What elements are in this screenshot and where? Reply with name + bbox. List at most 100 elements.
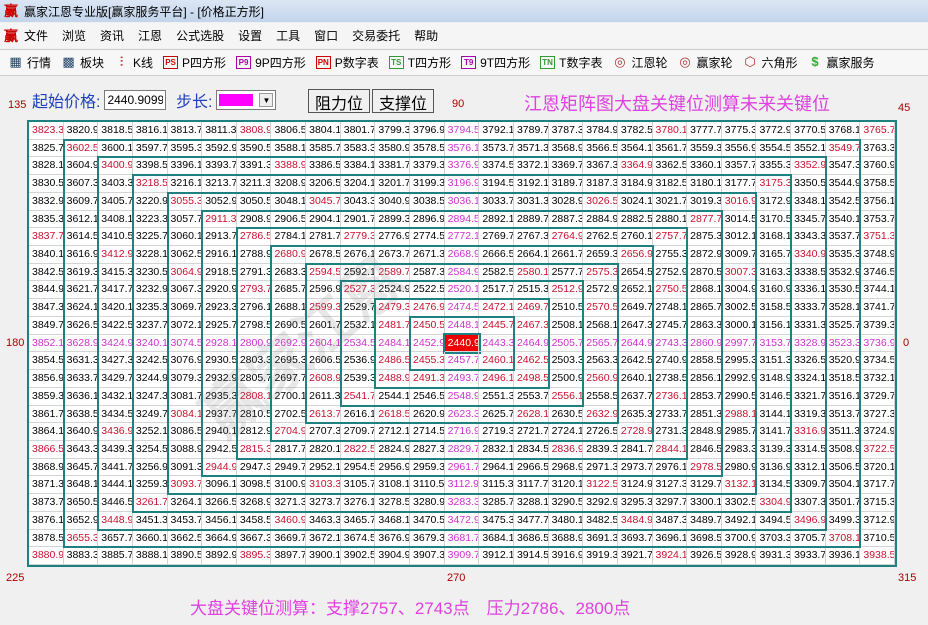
matrix-cell[interactable]: 3724.91: [860, 423, 895, 441]
matrix-cell[interactable]: 3628.91: [63, 334, 99, 353]
matrix-cell[interactable]: 2877.71: [687, 210, 722, 229]
matrix-cell[interactable]: 3765.71: [860, 122, 895, 140]
matrix-cell[interactable]: 3595.31: [167, 139, 203, 158]
matrix-cell[interactable]: 2582.51: [479, 263, 514, 282]
matrix-cell[interactable]: 3559.31: [687, 139, 722, 158]
matrix-cell[interactable]: 2656.91: [617, 246, 653, 264]
matrix-cell[interactable]: 2901.71: [340, 210, 376, 229]
matrix-cell[interactable]: 2666.51: [479, 246, 514, 264]
toolbar-button[interactable]: $ 赢家服务: [808, 54, 874, 71]
matrix-cell[interactable]: 2498.51: [513, 370, 549, 388]
matrix-cell[interactable]: 2772.11: [444, 228, 480, 247]
matrix-cell[interactable]: 2486.51: [375, 352, 411, 371]
matrix-cell[interactable]: 3384.11: [340, 157, 376, 176]
matrix-cell[interactable]: 3501.71: [825, 494, 861, 512]
matrix-cell[interactable]: 3300.11: [687, 494, 722, 512]
matrix-cell[interactable]: 3374.51: [479, 157, 514, 176]
matrix-cell[interactable]: 2714.51: [410, 423, 445, 441]
matrix-cell[interactable]: 3837.71: [29, 228, 64, 247]
matrix-cell[interactable]: 3336.11: [791, 281, 826, 300]
matrix-cell[interactable]: 2913.71: [202, 228, 237, 247]
matrix-cell[interactable]: 3664.91: [202, 529, 237, 548]
matrix-cell[interactable]: 3278.51: [375, 494, 411, 512]
matrix-cell[interactable]: 2954.51: [340, 458, 376, 477]
matrix-cell[interactable]: 3427.31: [98, 352, 133, 371]
matrix-cell[interactable]: 3484.91: [617, 511, 653, 530]
matrix-cell[interactable]: 3573.71: [479, 139, 514, 158]
matrix-cell[interactable]: 2654.51: [617, 263, 653, 282]
matrix-cell[interactable]: 3364.91: [617, 157, 653, 176]
matrix-cell[interactable]: 3036.11: [444, 192, 480, 211]
matrix-cell[interactable]: 3568.91: [548, 139, 584, 158]
matrix-cell[interactable]: 2577.71: [548, 263, 584, 282]
matrix-cell[interactable]: 2724.11: [548, 423, 584, 441]
matrix-cell[interactable]: 3045.71: [306, 192, 341, 211]
matrix-cell[interactable]: 3487.31: [652, 511, 688, 530]
matrix-cell[interactable]: 3369.71: [548, 157, 584, 176]
matrix-cell[interactable]: 3324.11: [791, 370, 826, 388]
matrix-cell[interactable]: 2661.71: [548, 246, 584, 264]
matrix-cell[interactable]: 3516.11: [825, 387, 861, 406]
matrix-cell[interactable]: 3398.51: [132, 157, 168, 176]
matrix-cell[interactable]: 3868.91: [29, 458, 64, 477]
matrix-cell[interactable]: 2827.31: [410, 440, 445, 459]
matrix-cell[interactable]: 3758.51: [860, 175, 895, 193]
matrix-cell[interactable]: 3763.31: [860, 139, 895, 158]
matrix-cell[interactable]: 3024.11: [617, 192, 653, 211]
matrix-cell[interactable]: 2836.91: [548, 440, 584, 459]
matrix-cell[interactable]: 3031.31: [513, 192, 549, 211]
matrix-cell[interactable]: 2832.11: [479, 440, 514, 459]
matrix-cell[interactable]: 2899.31: [375, 210, 411, 229]
matrix-cell[interactable]: 2700.11: [271, 387, 307, 406]
matrix-cell[interactable]: 3021.71: [652, 192, 688, 211]
matrix-cell[interactable]: 2546.51: [410, 387, 445, 406]
matrix-cell[interactable]: 3933.71: [791, 547, 826, 565]
matrix-cell[interactable]: 2716.91: [444, 423, 480, 441]
matrix-cell[interactable]: 3830.51: [29, 175, 64, 193]
matrix-cell[interactable]: 2822.51: [340, 440, 376, 459]
matrix-cell[interactable]: 3489.71: [687, 511, 722, 530]
matrix-cell[interactable]: 3124.91: [617, 476, 653, 495]
matrix-cell[interactable]: 3088.91: [167, 440, 203, 459]
resistance-button[interactable]: 阻力位: [308, 89, 371, 113]
matrix-cell[interactable]: 2884.91: [583, 210, 618, 229]
matrix-cell[interactable]: 2892.11: [479, 210, 514, 229]
matrix-cell[interactable]: 2440.91: [442, 332, 482, 355]
matrix-cell[interactable]: 2733.71: [652, 405, 688, 424]
matrix-cell[interactable]: 3638.51: [63, 405, 99, 424]
matrix-cell[interactable]: 2551.31: [479, 387, 514, 406]
matrix-cell[interactable]: 3566.51: [583, 139, 618, 158]
matrix-cell[interactable]: 3650.51: [63, 494, 99, 512]
matrix-cell[interactable]: 3636.11: [63, 387, 99, 406]
matrix-cell[interactable]: 3561.71: [652, 139, 688, 158]
matrix-cell[interactable]: 3283.31: [444, 494, 480, 512]
matrix-cell[interactable]: 2481.71: [375, 316, 411, 335]
matrix-cell[interactable]: 2992.91: [721, 370, 757, 388]
matrix-cell[interactable]: 2932.91: [202, 370, 237, 388]
matrix-cell[interactable]: 2863.31: [687, 316, 722, 335]
toolbar-button[interactable]: TS T四方形: [388, 54, 451, 71]
matrix-cell[interactable]: 3847.31: [29, 299, 64, 317]
matrix-cell[interactable]: 3643.31: [63, 440, 99, 459]
matrix-cell[interactable]: 2940.11: [202, 423, 237, 441]
matrix-cell[interactable]: 2853.71: [687, 387, 722, 406]
matrix-cell[interactable]: 2779.31: [340, 228, 376, 247]
matrix-cell[interactable]: 3004.91: [721, 281, 757, 300]
matrix-cell[interactable]: 3828.11: [29, 157, 64, 176]
matrix-cell[interactable]: 2592.11: [340, 263, 376, 282]
matrix-cell[interactable]: 3273.71: [306, 494, 341, 512]
menu-item[interactable]: 帮助: [414, 29, 439, 43]
matrix-cell[interactable]: 2493.71: [444, 370, 480, 388]
matrix-cell[interactable]: 3703.31: [756, 529, 792, 548]
matrix-cell[interactable]: 2875.31: [687, 228, 722, 247]
matrix-cell[interactable]: 2844.11: [652, 440, 688, 459]
matrix-cell[interactable]: 3686.51: [513, 529, 549, 548]
matrix-cell[interactable]: 3388.91: [271, 157, 307, 176]
matrix-cell[interactable]: 3441.71: [98, 458, 133, 477]
menu-item[interactable]: 文件: [24, 29, 49, 43]
matrix-cell[interactable]: 3734.51: [860, 352, 895, 371]
matrix-cell[interactable]: 3463.31: [306, 511, 341, 530]
matrix-cell[interactable]: 3429.71: [98, 370, 133, 388]
matrix-cell[interactable]: 3564.11: [617, 139, 653, 158]
matrix-cell[interactable]: 3578.51: [410, 139, 445, 158]
